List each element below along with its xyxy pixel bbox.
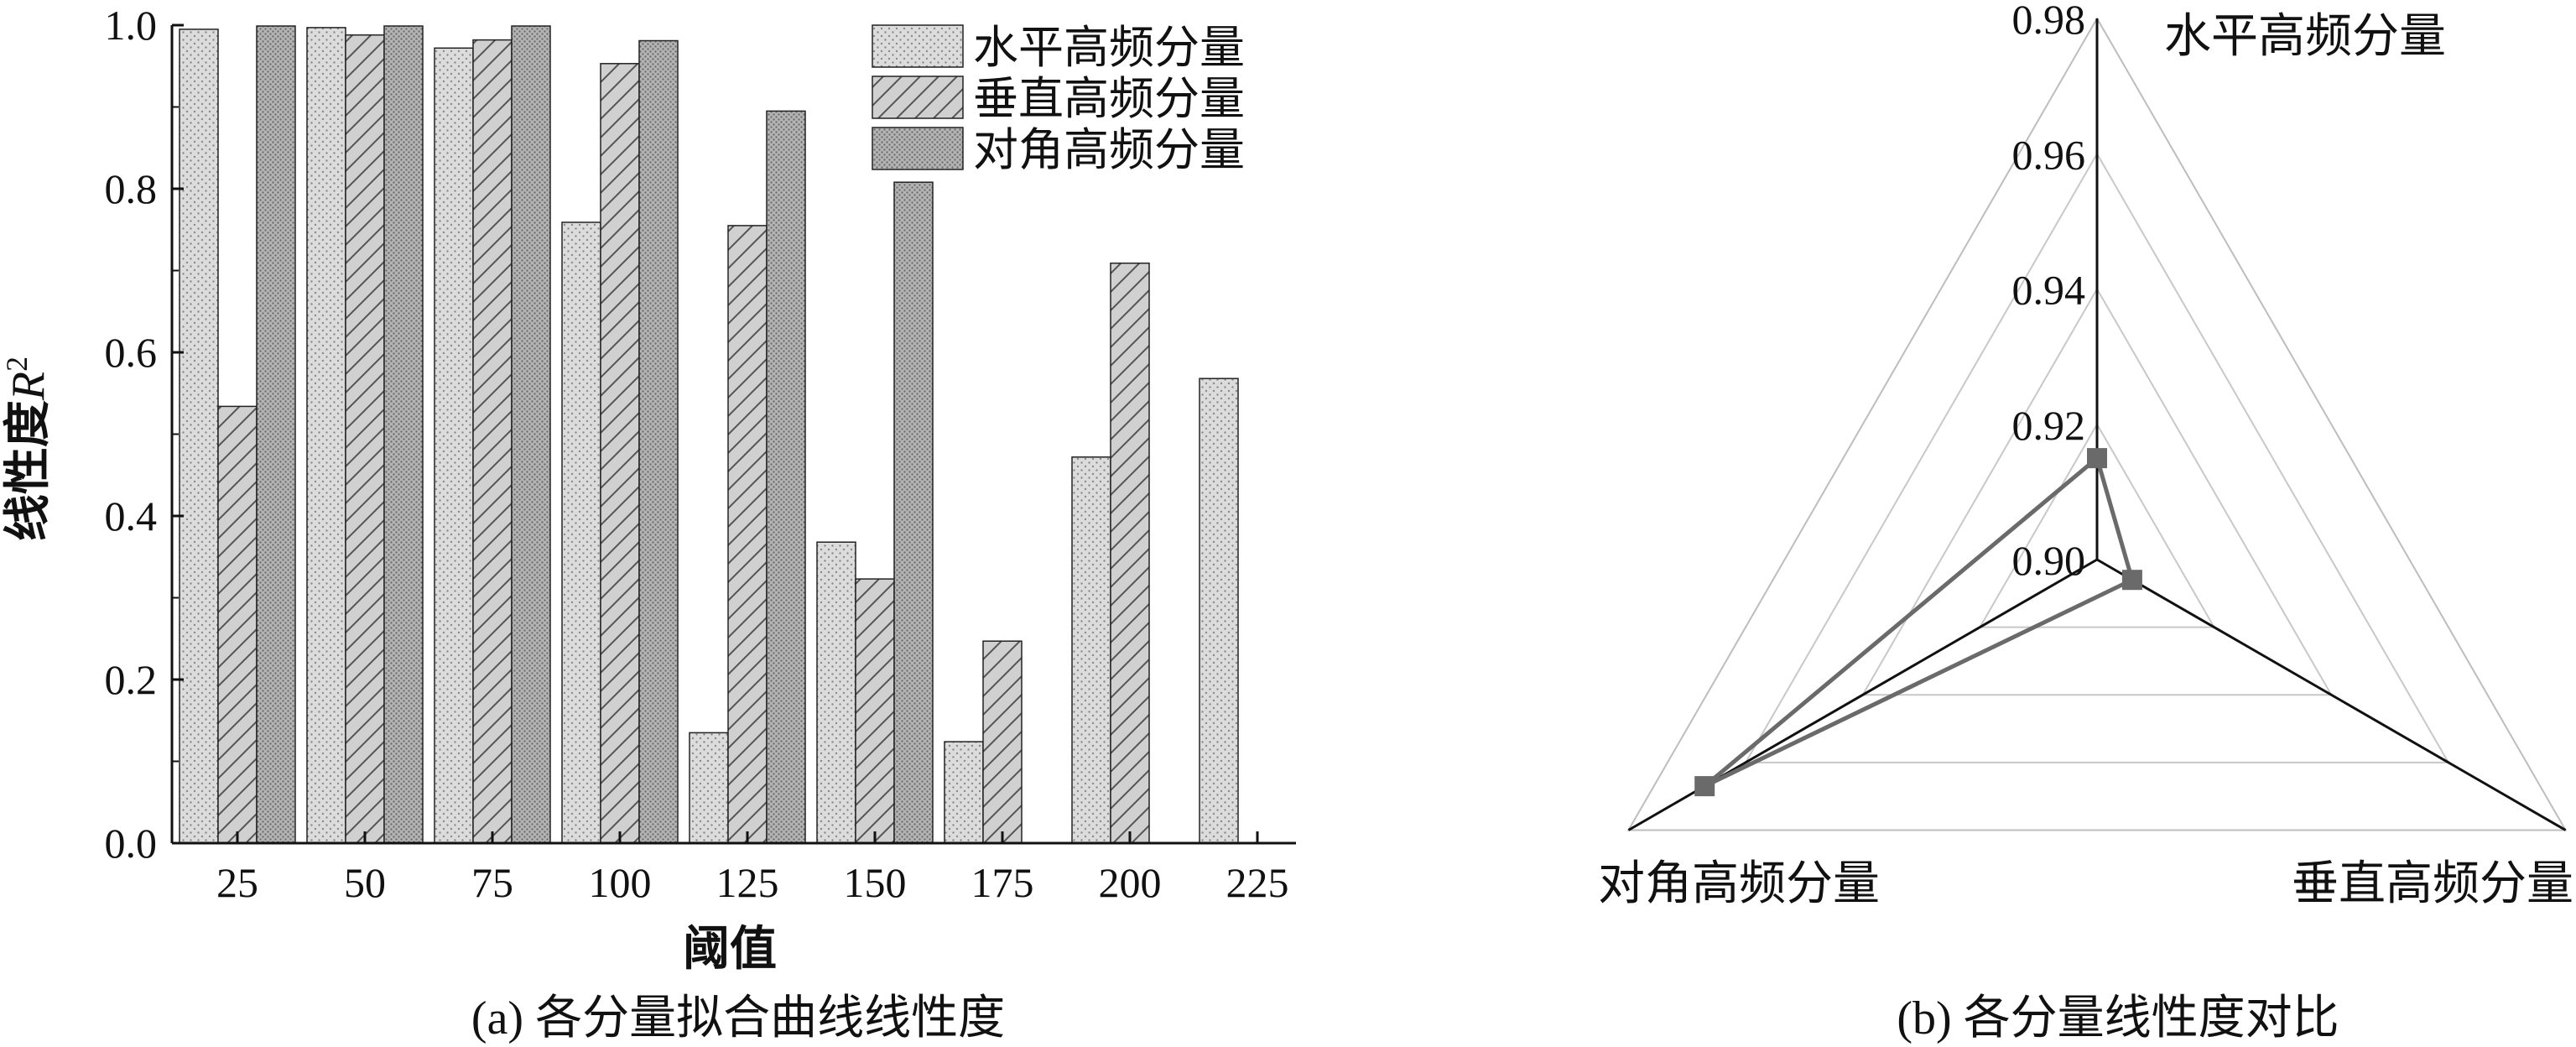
- legend-label-dots: 水平高频分量: [973, 23, 1245, 73]
- bar-x-tick-label-150: 150: [844, 859, 907, 906]
- radar-grid-ring-0.96: [1744, 152, 2450, 763]
- bar-dots-200: [1071, 456, 1111, 844]
- bar-dots-50: [306, 27, 346, 844]
- radar-grid-ring-0.92: [1978, 422, 2216, 628]
- radar-r-tick-label-0.90: 0.90: [2012, 537, 2086, 584]
- radar-point-2: [1694, 776, 1715, 797]
- bar-series-group: [179, 25, 1239, 844]
- bar-y-tick-labels: 0.0 0.2 0.4 0.6 0.8 1.0: [105, 2, 158, 867]
- legend-swatch-dots: [872, 24, 964, 68]
- radar-series: [1694, 448, 2142, 797]
- bar-hatch-150: [855, 578, 895, 844]
- bar-y-tick-label-0.2: 0.2: [105, 656, 158, 703]
- bar-x-tick-label-50: 50: [344, 859, 386, 906]
- legend-swatch-dense: [872, 127, 964, 170]
- bar-dense-75: [511, 25, 551, 844]
- bar-hatch-200: [1110, 262, 1150, 844]
- bar-dots-100: [561, 221, 601, 844]
- radar-axis-label-vertical: 垂直高频分量: [2292, 858, 2573, 910]
- bar-y-axis-title: 线性度R2: [0, 357, 55, 541]
- bar-x-tick-label-100: 100: [589, 859, 652, 906]
- bar-y-tick-label-0.6: 0.6: [105, 329, 158, 376]
- bar-hatch-125: [727, 225, 768, 844]
- bar-x-tick-label-175: 175: [971, 859, 1034, 906]
- bar-x-axis-title: 阈值: [683, 924, 777, 976]
- bar-dots-75: [434, 47, 474, 844]
- bar-hatch-25: [217, 405, 258, 844]
- legend-swatch-hatch: [872, 76, 964, 119]
- bar-dense-150: [893, 181, 934, 844]
- bar-y-tick-label-0.4: 0.4: [105, 492, 158, 539]
- radar-point-0: [2087, 448, 2107, 469]
- radar-axis-label-diagonal: 对角高频分量: [1598, 858, 1880, 910]
- radar-chart-caption: (b) 各分量线性度对比: [1897, 992, 2339, 1044]
- bar-chart: 0.0 0.2 0.4 0.6 0.8 1.0 25 50 75 100 125 150 175 200…: [0, 2, 1296, 1044]
- radar-axis-label-horizontal: 水平高频分量: [2164, 11, 2446, 63]
- radar-series-line: [1703, 454, 2135, 789]
- bar-dots-125: [689, 732, 729, 844]
- bar-hatch-175: [982, 640, 1023, 844]
- legend-label-dense: 对角高频分量: [973, 125, 1245, 175]
- bar-dense-100: [638, 39, 679, 844]
- legend-label-hatch: 垂直高频分量: [973, 74, 1245, 124]
- radar-spoke-1: [2096, 558, 2567, 831]
- bar-y-tick-label-0.0: 0.0: [105, 820, 158, 867]
- bar-x-tick-label-125: 125: [716, 859, 779, 906]
- bar-chart-caption: (a) 各分量拟合曲线线性度: [471, 992, 1005, 1044]
- radar-point-1: [2121, 570, 2142, 591]
- bar-dense-25: [256, 25, 296, 844]
- bar-dots-225: [1199, 378, 1239, 844]
- bar-hatch-50: [345, 34, 385, 844]
- bar-x-tick-label-75: 75: [471, 859, 513, 906]
- bar-x-tick-label-25: 25: [216, 859, 258, 906]
- bar-dots-150: [816, 541, 856, 844]
- bar-x-tick-label-200: 200: [1099, 859, 1162, 906]
- bar-dots-25: [179, 29, 219, 844]
- bar-x-tick-label-225: 225: [1226, 859, 1289, 906]
- bar-y-tick-label-0.8: 0.8: [105, 165, 158, 212]
- bar-x-tick-labels: 25 50 75 100 125 150 175 200 225: [216, 859, 1289, 906]
- radar-grid: [1626, 17, 2568, 831]
- radar-r-tick-label-0.96: 0.96: [2012, 131, 2086, 178]
- bar-y-axis-title-sup: 2: [0, 357, 34, 372]
- bar-hatch-100: [600, 63, 640, 844]
- bar-y-axis-title-symbol: R: [3, 372, 55, 401]
- radar-grid-ring-0.98: [1626, 17, 2568, 831]
- bar-dense-125: [766, 110, 806, 844]
- bar-dots-175: [944, 741, 984, 844]
- radar-r-tick-labels: 0.90 0.92 0.94 0.96 0.98: [2012, 0, 2086, 584]
- bar-y-axis-title-text: 线性度: [3, 400, 55, 541]
- radar-r-tick-label-0.94: 0.94: [2012, 267, 2086, 314]
- bar-hatch-75: [472, 39, 513, 844]
- radar-chart: 0.90 0.92 0.94 0.96 0.98 水平高频分量 垂直高频分量 对角高频分…: [1598, 0, 2573, 1044]
- radar-r-tick-label-0.98: 0.98: [2012, 0, 2086, 43]
- bar-dense-50: [383, 25, 424, 844]
- bar-y-tick-label-1.0: 1.0: [105, 2, 158, 49]
- radar-r-tick-label-0.92: 0.92: [2012, 402, 2086, 449]
- radar-grid-ring-0.94: [1860, 287, 2334, 696]
- bar-axes: [170, 23, 1296, 845]
